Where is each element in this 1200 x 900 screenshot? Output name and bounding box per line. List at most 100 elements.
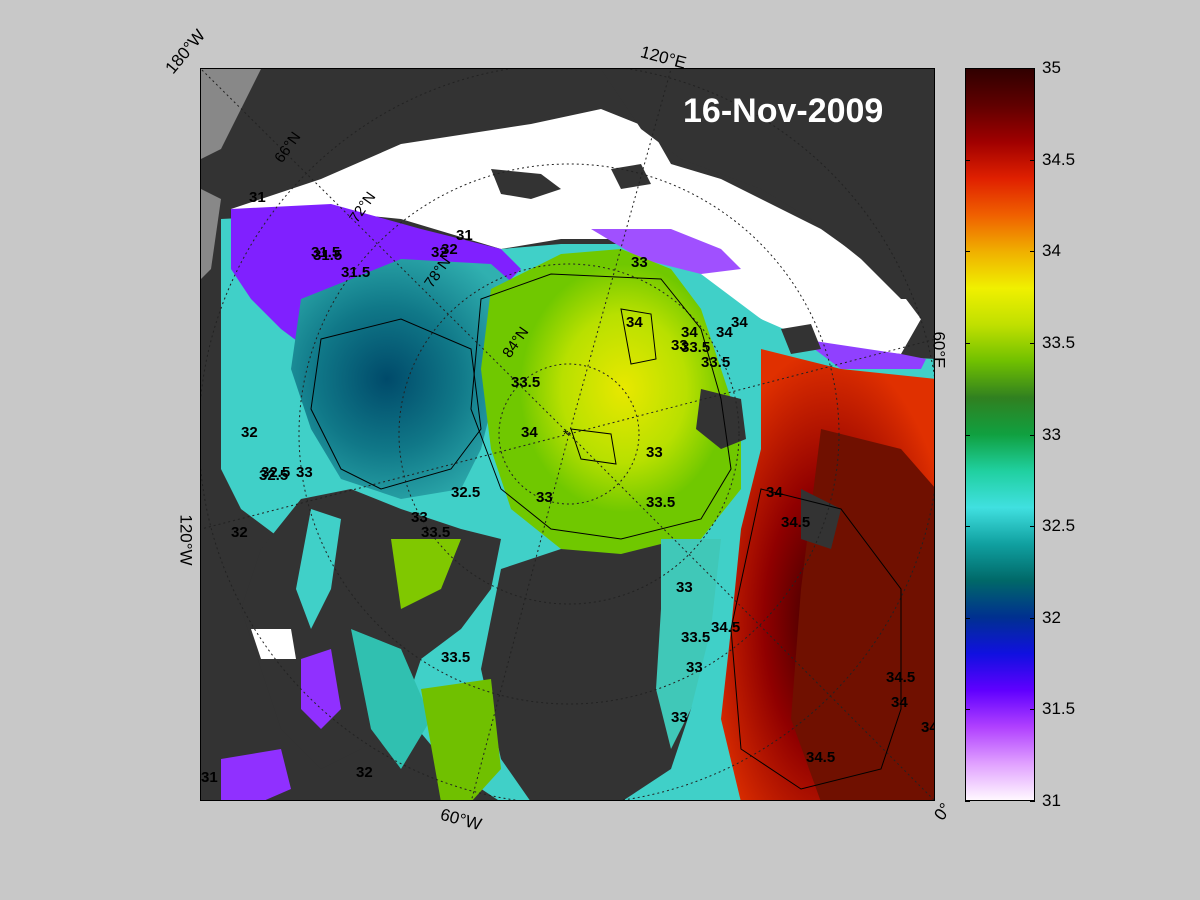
colorbar-tick-mark-left bbox=[965, 801, 970, 802]
colorbar-tick-mark-left bbox=[965, 617, 970, 619]
land-fjl bbox=[781, 324, 821, 354]
contour-value-label: 33 bbox=[671, 709, 688, 726]
contour-value-label: 31 bbox=[249, 189, 266, 206]
contour-value-label: 33.5 bbox=[511, 374, 541, 391]
map-panel: * 66°N 72°N 78°N 84°N 31 31.5 32 31 31.5 32 33… bbox=[200, 68, 935, 801]
purple-patch-sw bbox=[221, 749, 291, 800]
contour-value-label: 33 bbox=[671, 337, 688, 354]
land-greenland bbox=[481, 539, 701, 800]
sea-ice-white bbox=[231, 109, 921, 354]
colorbar-tick-mark-left bbox=[965, 342, 970, 344]
colorbar-tick-mark-left bbox=[965, 434, 970, 436]
contour-value-label: 33 bbox=[296, 464, 313, 481]
contour-value-label: 33 bbox=[676, 579, 693, 596]
contour-value-label: 34.5 bbox=[781, 514, 811, 531]
colorbar-tick-label: 31.5 bbox=[1042, 699, 1076, 719]
contour-value-label: 33.5 bbox=[681, 339, 711, 356]
beaufort-gyre bbox=[291, 259, 531, 499]
land-gray-topleft bbox=[201, 69, 261, 159]
meridian-5 bbox=[471, 433, 570, 800]
channel-cyan-1 bbox=[296, 509, 341, 629]
contour-value-label: 34 bbox=[681, 324, 698, 341]
colorbar-tick-label: 32 bbox=[1042, 607, 1061, 627]
meridian-3 bbox=[568, 339, 934, 435]
colorbar-tick-label: 33 bbox=[1042, 424, 1061, 444]
land-patch-1 bbox=[491, 169, 561, 199]
land-gray-left bbox=[201, 189, 221, 279]
contour-value-label: 33 bbox=[536, 489, 553, 506]
colorbar-tick-mark-left bbox=[965, 526, 970, 528]
lat-circle-78 bbox=[398, 263, 740, 605]
salinity-map: * bbox=[201, 69, 934, 800]
contour-value-label: 31.5 bbox=[341, 264, 371, 281]
contour-value-label: 31 bbox=[201, 769, 218, 786]
contour-value-label: 32 bbox=[356, 764, 373, 781]
contour-value-label: 34 bbox=[626, 314, 643, 331]
colorbar-tick-label: 31 bbox=[1042, 791, 1061, 810]
land-svalbard bbox=[696, 389, 746, 449]
contour-value-label: 33 bbox=[646, 444, 663, 461]
contour-34-5 bbox=[730, 488, 902, 790]
colorbar-tick-mark bbox=[1030, 251, 1035, 253]
colorbar-tick-mark bbox=[1030, 342, 1035, 344]
colorbar-tick-label: 32.5 bbox=[1042, 516, 1076, 536]
contour-value-label: 34 bbox=[716, 324, 733, 341]
colorbar-tick-label: 33.5 bbox=[1042, 332, 1076, 352]
meridian-2 bbox=[568, 69, 672, 435]
contour-value-label: 34.5 bbox=[711, 619, 741, 636]
land-novaya bbox=[801, 489, 841, 549]
contour-value-label: 32.5 bbox=[259, 467, 289, 484]
land-patch-2 bbox=[611, 164, 651, 189]
contour-value-label: 34.5 bbox=[886, 669, 916, 686]
colorbar-tick-mark-left bbox=[965, 159, 970, 161]
colorbar-tick-mark bbox=[1030, 709, 1035, 711]
colorbar-tick-mark bbox=[1030, 68, 1035, 69]
contour-value-label: 32.5 bbox=[261, 464, 291, 481]
date-label: 16-Nov-2009 bbox=[683, 92, 884, 130]
greenland-coast-cyan bbox=[656, 539, 721, 749]
contour-value-label: 32 bbox=[441, 241, 458, 258]
colorbar-tick-mark-left bbox=[965, 709, 970, 711]
colorbar bbox=[965, 68, 1035, 801]
contour-value-label: 32 bbox=[241, 424, 258, 441]
channel-green-2 bbox=[421, 679, 501, 800]
contour-34b bbox=[570, 428, 617, 465]
contour-value-label: 33 bbox=[631, 254, 648, 271]
contour-value-label: 34 bbox=[766, 484, 783, 501]
contour-33 bbox=[470, 273, 732, 540]
colorbar-tick-mark bbox=[1030, 801, 1035, 802]
contour-value-label: 33 bbox=[686, 659, 703, 676]
purple-band-2 bbox=[591, 229, 741, 274]
contour-value-label: 33.5 bbox=[681, 629, 711, 646]
meridian-4 bbox=[568, 433, 934, 800]
channel-green-1 bbox=[391, 539, 461, 609]
colorbar-tick-mark-left bbox=[965, 68, 970, 69]
central-basin bbox=[481, 249, 741, 559]
colorbar-tick-label: 34.5 bbox=[1042, 149, 1076, 169]
colorbar-tick-mark bbox=[1030, 159, 1035, 161]
contour-value-label: 33.5 bbox=[646, 494, 676, 511]
colorbar-tick-mark bbox=[1030, 617, 1035, 619]
lon-label-60e: 60°E bbox=[929, 331, 949, 369]
colorbar-tick-mark bbox=[1030, 526, 1035, 528]
contour-value-label: 32 bbox=[431, 244, 448, 261]
lon-label-60w: 60°W bbox=[438, 804, 484, 835]
contour-value-label: 33.5 bbox=[421, 524, 451, 541]
contour-value-label: 32 bbox=[231, 524, 248, 541]
meridian-1 bbox=[201, 69, 570, 435]
contour-value-label: 34 bbox=[921, 719, 934, 736]
contour-32-5 bbox=[310, 318, 482, 490]
contour-value-label: 34.5 bbox=[806, 749, 836, 766]
contour-value-label: 33.5 bbox=[701, 354, 731, 371]
contour-value-label: 34 bbox=[731, 314, 748, 331]
purple-patch-w bbox=[301, 649, 341, 729]
colorbar-tick-mark bbox=[1030, 434, 1035, 436]
contour-value-label: 31.5 bbox=[313, 247, 343, 264]
colorbar-tick-label: 35 bbox=[1042, 58, 1061, 77]
contour-value-label: 34 bbox=[521, 424, 538, 441]
colorbar-tick-mark-left bbox=[965, 251, 970, 253]
purple-band-3 bbox=[801, 339, 926, 369]
contour-value-label: 32.5 bbox=[451, 484, 481, 501]
lat-circle-72 bbox=[298, 163, 840, 705]
contour-value-label: 34 bbox=[891, 694, 908, 711]
